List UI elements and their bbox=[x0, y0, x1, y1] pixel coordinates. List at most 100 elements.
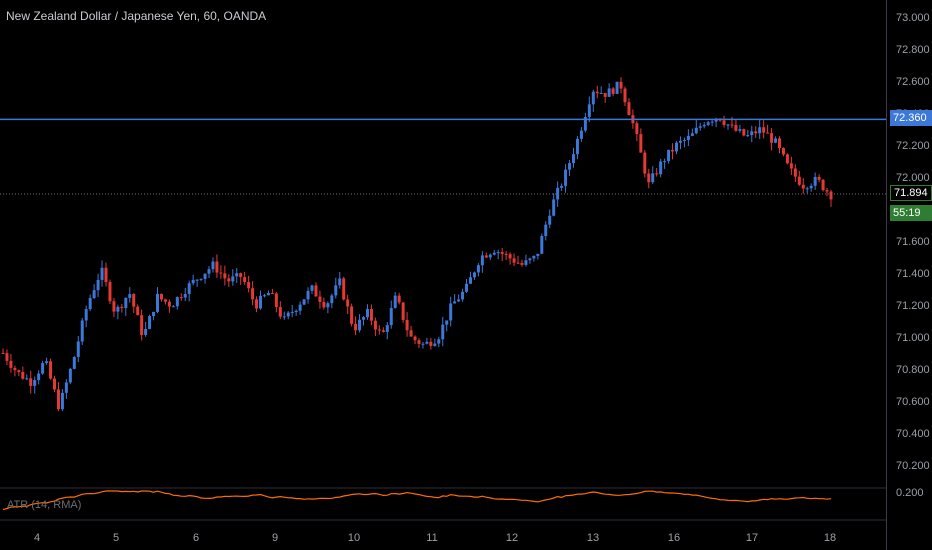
candle-body bbox=[124, 297, 128, 308]
candle-body bbox=[112, 301, 116, 312]
candle-body bbox=[152, 311, 156, 317]
candle-body bbox=[797, 176, 801, 185]
candle-body bbox=[41, 363, 45, 374]
candle-body bbox=[536, 253, 540, 256]
chart-title: New Zealand Dollar / Japanese Yen, 60, O… bbox=[6, 9, 267, 23]
candle-body bbox=[734, 124, 738, 131]
candle-body bbox=[116, 306, 120, 312]
candle-body bbox=[552, 199, 556, 216]
time-axis[interactable]: 4 5 6 9 10 11 12 13 16 17 18 bbox=[34, 532, 836, 544]
candle-body bbox=[564, 169, 568, 186]
candle-body bbox=[595, 91, 599, 94]
candle-body bbox=[334, 285, 338, 296]
candle-body bbox=[468, 277, 472, 284]
candle-body bbox=[381, 330, 385, 332]
price-tick-label: 70.400 bbox=[896, 428, 930, 440]
candle-body bbox=[682, 139, 686, 141]
candle-body bbox=[583, 117, 587, 131]
candle-body bbox=[235, 273, 239, 277]
candle-body bbox=[140, 315, 144, 335]
candle-body bbox=[754, 131, 758, 134]
candle-body bbox=[262, 295, 266, 297]
candle-body bbox=[385, 325, 389, 332]
time-tick-label: 10 bbox=[348, 532, 360, 544]
candle-body bbox=[599, 93, 603, 95]
time-tick-label: 18 bbox=[824, 532, 836, 544]
candle-body bbox=[144, 328, 148, 335]
candle-body bbox=[488, 254, 492, 258]
candle-body bbox=[484, 255, 488, 258]
candle-body bbox=[433, 343, 437, 346]
candle-body bbox=[243, 277, 247, 283]
candle-body bbox=[100, 267, 104, 280]
indicator-legend-atr[interactable]: ATR (14, RMA) bbox=[7, 499, 82, 511]
price-tick-label: 73.000 bbox=[896, 12, 930, 24]
candle-body bbox=[730, 124, 734, 126]
candle-body bbox=[207, 269, 211, 274]
candle-body bbox=[615, 81, 619, 94]
candle-body bbox=[591, 91, 595, 105]
candle-body bbox=[259, 295, 263, 309]
candle-body bbox=[195, 279, 199, 281]
candle-body bbox=[191, 279, 195, 284]
candle-body bbox=[409, 330, 413, 337]
candle-body bbox=[619, 81, 623, 89]
time-tick-label: 13 bbox=[587, 532, 599, 544]
price-tick-label: 72.600 bbox=[896, 76, 930, 88]
candle-body bbox=[571, 154, 575, 164]
candle-body bbox=[667, 149, 671, 162]
candle-body bbox=[187, 283, 191, 294]
candle-body bbox=[524, 260, 528, 265]
candle-body bbox=[37, 373, 41, 381]
candle-body bbox=[556, 187, 560, 200]
candle-body bbox=[1, 353, 5, 354]
candle-body bbox=[722, 120, 726, 125]
candle-body bbox=[223, 273, 227, 279]
candle-body bbox=[512, 258, 516, 263]
candle-body bbox=[671, 149, 675, 152]
candle-body bbox=[492, 252, 496, 255]
candle-body bbox=[825, 190, 829, 192]
candle-body bbox=[76, 341, 80, 357]
candle-body bbox=[120, 306, 124, 308]
candle-body bbox=[108, 282, 112, 302]
candle-body bbox=[785, 154, 789, 164]
candle-body bbox=[821, 179, 825, 191]
price-tick-label: 70.800 bbox=[896, 364, 930, 376]
candle-body bbox=[702, 124, 706, 127]
candle-body bbox=[354, 323, 358, 331]
candle-body bbox=[362, 317, 366, 320]
price-scale[interactable]: 73.00072.80072.60072.40072.20072.00071.8… bbox=[896, 12, 930, 472]
candle-body bbox=[805, 188, 809, 190]
candle-body bbox=[346, 299, 350, 307]
candle-body bbox=[690, 133, 694, 136]
candle-body bbox=[136, 306, 140, 316]
candle-body bbox=[635, 123, 639, 135]
candle-body bbox=[80, 320, 84, 342]
candle-body bbox=[829, 191, 833, 200]
candle-body bbox=[453, 301, 457, 304]
candle-body bbox=[516, 262, 520, 264]
candle-body bbox=[781, 148, 785, 155]
candle-body bbox=[421, 343, 425, 345]
candle-body bbox=[49, 361, 53, 379]
candle-body bbox=[476, 265, 480, 273]
price-tick-label: 71.000 bbox=[896, 332, 930, 344]
price-tick-label: 72.000 bbox=[896, 172, 930, 184]
candle-body bbox=[611, 88, 615, 94]
time-tick-label: 11 bbox=[426, 532, 437, 544]
candle-body bbox=[72, 356, 76, 369]
time-tick-label: 17 bbox=[746, 532, 758, 544]
candle-body bbox=[302, 299, 306, 305]
candle-body bbox=[199, 278, 203, 280]
candle-body bbox=[579, 130, 583, 139]
candle-body bbox=[750, 131, 754, 136]
candle-body bbox=[560, 185, 564, 188]
candle-body bbox=[306, 290, 310, 300]
candle-body bbox=[175, 297, 179, 307]
candle-body bbox=[694, 127, 698, 134]
candle-body bbox=[274, 293, 278, 308]
candle-body bbox=[500, 252, 504, 254]
candle-body bbox=[294, 310, 298, 313]
